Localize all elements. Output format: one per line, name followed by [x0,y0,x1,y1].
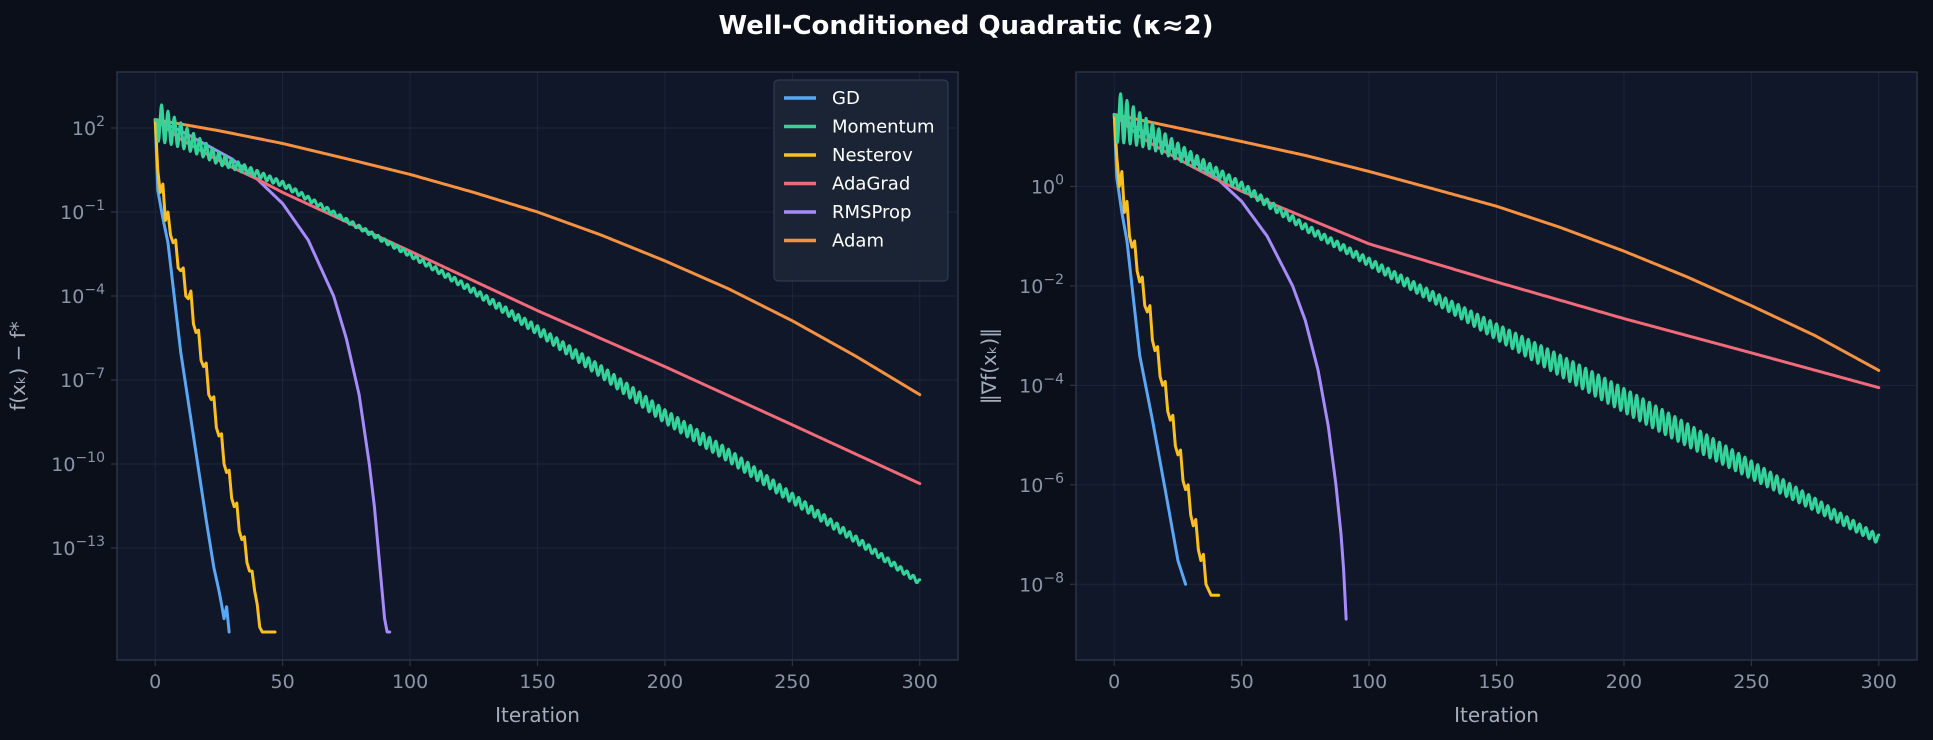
legend-item-momentum: Momentum [784,117,935,138]
y-ticks: 100 10−2 10−4 10−6 10−8 [1019,172,1076,596]
series-layer [153,103,922,634]
series-adam-line [1112,112,1881,372]
series-adagrad-line [153,118,922,486]
x-tick-label: 200 [1606,671,1642,693]
figure-title: Well-Conditioned Quadratic (κ≈2) [718,11,1213,41]
x-tick-label: 100 [392,671,428,693]
series-gd-line [153,118,231,634]
y-tick-label: 10−4 [1019,371,1064,397]
series-nesterov-line [1112,112,1221,597]
x-tick-label: 50 [271,671,295,693]
x-axis-label: Iteration [495,703,580,727]
y-tick-label: 10−7 [60,366,105,392]
legend-item-gd: GD [784,88,860,109]
x-tick-label: 250 [774,671,810,693]
x-tick-label: 250 [1733,671,1769,693]
y-tick-label: 10−13 [51,534,105,560]
y-tick-label: 102 [72,114,105,140]
legend-label: AdaGrad [832,174,910,195]
x-ticks: 0 50 100 150 200 250 300 [149,660,938,693]
y-tick-label: 10−2 [1019,272,1064,298]
y-tick-label: 10−1 [60,198,105,224]
y-axis-label: f(xₖ) − f* [6,321,30,411]
y-axis-label: ‖∇f(xₖ)‖ [977,328,1001,404]
y-tick-label: 100 [1031,172,1064,198]
x-tick-label: 200 [647,671,683,693]
series-gd-line [1112,112,1188,586]
x-axis-label: Iteration [1454,703,1539,727]
y-tick-label: 10−10 [51,450,105,476]
legend-label: RMSProp [832,202,911,223]
series-momentum-line [1112,92,1881,544]
legend-item-adam: Adam [784,231,884,252]
x-ticks: 0 50 100 150 200 250 300 [1108,660,1897,693]
legend: GD Momentum Nesterov AdaGrad RMSProp Adam [773,79,949,282]
legend-label: Adam [832,231,884,252]
legend-item-nesterov: Nesterov [784,145,913,166]
x-tick-label: 50 [1230,671,1254,693]
x-tick-label: 150 [519,671,555,693]
gradient-norm-plot: 0 50 100 150 200 250 300 100 10−2 10−4 10−6 10−8 I… [977,71,1918,727]
series-adagrad-line [1112,112,1881,390]
y-tick-label: 10−8 [1019,570,1064,596]
objective-gap-plot: 0 50 100 150 200 250 300 10210−110−410−710−101… [6,71,959,727]
legend-item-rmsprop: RMSProp [784,202,911,223]
x-tick-label: 150 [1478,671,1514,693]
series-layer [1112,92,1881,621]
legend-label: Momentum [832,117,935,138]
x-tick-label: 0 [149,671,161,693]
series-momentum-line [153,103,922,585]
legend-box [773,79,949,282]
y-ticks: 102 10−1 10−4 10−7 10−10 10−13 [51,114,117,560]
y-tick-label: 10−4 [60,282,105,308]
y-tick-label: 10−6 [1019,471,1064,497]
x-tick-label: 300 [1861,671,1897,693]
x-tick-label: 0 [1108,671,1120,693]
x-tick-label: 300 [902,671,938,693]
grid [1076,72,1917,660]
x-tick-label: 100 [1351,671,1387,693]
series-nesterov-line [153,118,277,634]
legend-item-adagrad: AdaGrad [784,174,910,195]
legend-label: GD [832,88,860,109]
legend-label: Nesterov [832,145,913,166]
series-adam-line [153,118,922,397]
